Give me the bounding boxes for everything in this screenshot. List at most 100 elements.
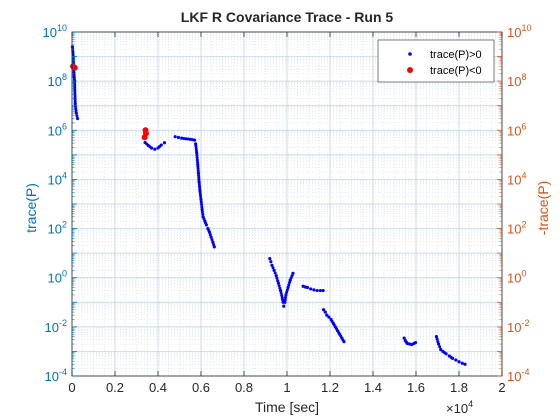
y-tick-label-left: 106 <box>48 121 67 138</box>
data-point-pos <box>74 106 78 110</box>
data-point-pos <box>208 233 212 237</box>
y-tick-label-right: 1010 <box>507 23 531 40</box>
x-tick-label: 0.8 <box>235 380 253 395</box>
data-point-pos <box>197 173 201 177</box>
y-tick-label-right: 108 <box>507 72 526 89</box>
data-point-pos <box>74 111 78 115</box>
data-point-pos <box>283 300 287 304</box>
chart-title: LKF R Covariance Trace - Run 5 <box>181 9 394 25</box>
data-point-pos <box>272 268 276 272</box>
data-point-pos <box>197 182 201 186</box>
y-tick-label-right: 10-2 <box>507 318 529 335</box>
data-point-pos <box>402 336 406 340</box>
data-point-pos <box>273 271 277 275</box>
x-tick-label: 1.8 <box>450 380 468 395</box>
data-point-pos <box>278 288 283 293</box>
data-point-pos <box>439 347 443 352</box>
y-axis-label-left: trace(P) <box>23 183 39 233</box>
data-point-pos <box>284 293 288 297</box>
data-marks <box>70 45 467 366</box>
legend-marker-neg <box>407 67 413 73</box>
data-point-pos <box>283 298 287 302</box>
y-tick-label-left: 1010 <box>43 23 67 40</box>
legend-box <box>377 39 495 83</box>
data-point-pos <box>282 304 286 308</box>
data-point-pos <box>200 210 204 214</box>
data-point-pos <box>278 286 282 290</box>
data-point-pos <box>195 153 199 157</box>
data-point-pos <box>444 352 448 356</box>
y-tick-label-right: 100 <box>507 269 526 286</box>
data-point-pos <box>436 340 440 344</box>
data-point-pos <box>173 135 177 139</box>
data-point-pos <box>450 356 455 361</box>
data-point-pos <box>198 189 202 193</box>
data-point-pos <box>288 281 292 285</box>
data-point-pos <box>315 288 319 293</box>
data-point-pos <box>210 238 214 242</box>
y-tick-label-right: 10-4 <box>507 367 529 384</box>
data-point-pos <box>208 230 212 234</box>
legend-entry-pos: trace(P)>0 <box>430 49 482 61</box>
data-point-pos <box>196 167 200 171</box>
data-point-pos <box>285 288 289 292</box>
data-point-pos <box>460 361 464 365</box>
x-tick-label: 0.4 <box>149 380 167 395</box>
data-point-pos <box>200 205 204 209</box>
legend-entry-neg: trace(P)<0 <box>430 65 482 77</box>
data-point-pos <box>463 362 467 366</box>
data-point-pos <box>149 146 154 150</box>
data-point-pos <box>199 198 203 202</box>
data-point-pos <box>197 184 201 188</box>
data-point-pos <box>436 342 441 346</box>
data-point-pos <box>271 266 275 270</box>
data-point-pos <box>75 114 79 118</box>
x-tick-label: 1.2 <box>321 380 339 395</box>
data-point-pos <box>323 310 327 314</box>
data-point-pos <box>454 358 458 362</box>
data-point-pos <box>269 260 273 264</box>
data-point-pos <box>176 135 181 140</box>
data-point-pos <box>201 212 205 216</box>
y-axis-label-right: -trace(P) <box>535 181 551 235</box>
data-point-pos <box>75 116 80 121</box>
x-tick-label: 1 <box>283 380 290 395</box>
y-tick-label-left: 10-4 <box>45 367 67 384</box>
x-tick-label: 1.6 <box>407 380 425 395</box>
data-point-pos <box>197 175 201 179</box>
data-point-pos <box>438 345 442 349</box>
data-point-pos <box>195 156 199 160</box>
data-point-pos <box>284 295 288 299</box>
x-tick-label: 0 <box>68 380 75 395</box>
data-point-pos <box>325 313 329 317</box>
data-point-pos <box>457 360 461 364</box>
data-point-pos <box>270 263 274 267</box>
y-tick-label-left: 108 <box>48 72 67 89</box>
y-tick-label-left: 100 <box>48 269 67 286</box>
data-point-pos <box>413 340 418 345</box>
data-point-pos <box>195 151 199 155</box>
data-point-pos <box>435 337 439 341</box>
data-point-neg <box>141 134 148 141</box>
data-point-pos <box>309 287 313 291</box>
data-point-pos <box>194 144 198 148</box>
data-point-pos <box>276 281 280 285</box>
data-point-pos <box>327 315 331 319</box>
data-point-pos <box>211 240 215 244</box>
data-point-pos <box>162 141 167 145</box>
data-point-pos <box>74 109 78 113</box>
y-tick-label-left: 10-2 <box>45 318 67 335</box>
y-tick-label-right: 102 <box>507 220 526 237</box>
data-point-pos <box>321 288 325 293</box>
data-point-pos <box>285 290 289 294</box>
data-point-pos <box>197 180 201 184</box>
data-point-pos <box>212 243 216 247</box>
data-point-pos <box>73 102 77 106</box>
data-point-pos <box>274 274 278 278</box>
data-point-pos <box>196 165 200 169</box>
data-point-pos <box>194 142 198 146</box>
x-tick-label: 1.4 <box>364 380 382 395</box>
y-tick-label-left: 102 <box>48 220 67 237</box>
